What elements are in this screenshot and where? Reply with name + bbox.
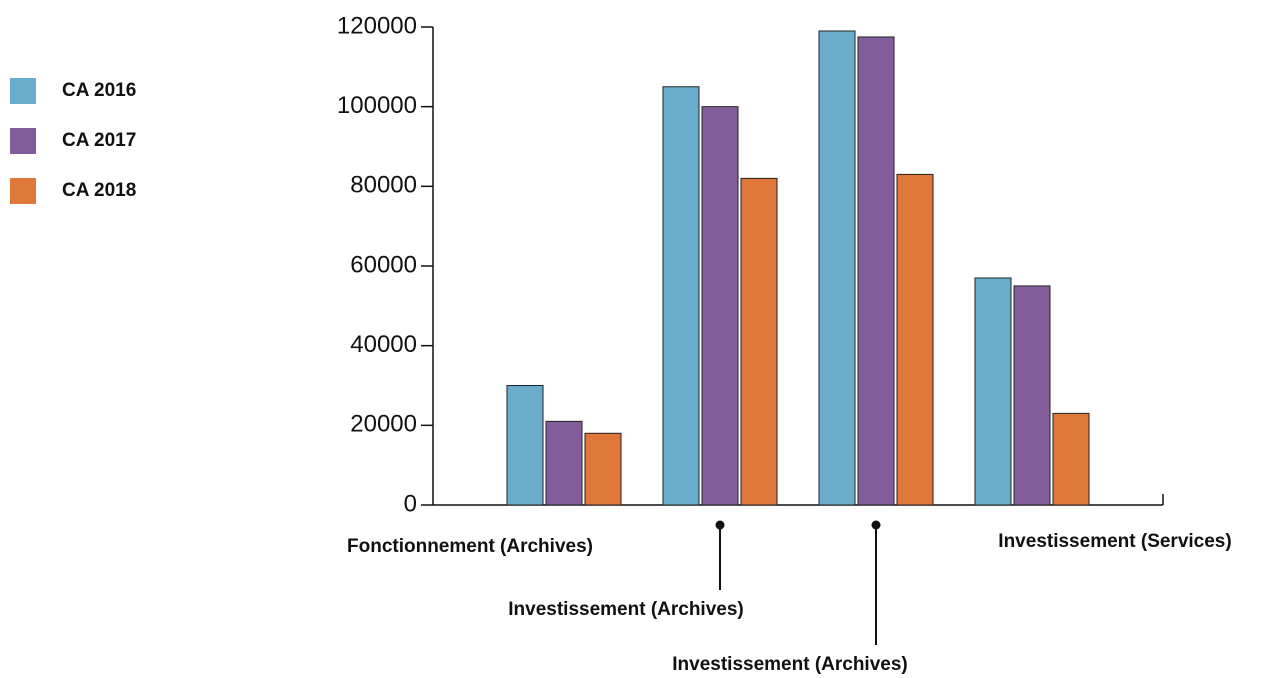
bar <box>1052 412 1090 506</box>
bar <box>584 432 622 506</box>
bar <box>896 173 934 506</box>
y-tick-label: 0 <box>404 490 417 517</box>
x-tick-label: Investissement (Archives) <box>508 599 744 620</box>
y-tick-label: 60000 <box>350 251 417 278</box>
bar <box>545 420 583 506</box>
y-tick-label: 100000 <box>337 92 417 119</box>
bar <box>1013 285 1051 506</box>
legend-swatch <box>10 178 36 204</box>
x-tick-label: Investissement (Services) <box>998 531 1231 552</box>
bar <box>506 385 544 506</box>
y-tick-label: 80000 <box>350 172 417 199</box>
legend-label: CA 2017 <box>62 130 136 151</box>
bar <box>974 277 1012 506</box>
y-tick-label: 40000 <box>350 331 417 358</box>
legend-label: CA 2018 <box>62 180 136 201</box>
bar <box>740 177 778 506</box>
legend-label: CA 2016 <box>62 80 136 101</box>
legend-swatch <box>10 128 36 154</box>
bar <box>818 30 856 506</box>
bar <box>662 86 700 506</box>
x-tick-label: Fonctionnement (Archives) <box>347 536 593 557</box>
x-tick-label: Investissement (Archives) <box>672 654 908 675</box>
bar <box>857 36 895 506</box>
y-tick-label: 20000 <box>350 411 417 438</box>
y-tick-label: 120000 <box>337 12 417 39</box>
legend-swatch <box>10 78 36 104</box>
bar <box>701 106 739 506</box>
